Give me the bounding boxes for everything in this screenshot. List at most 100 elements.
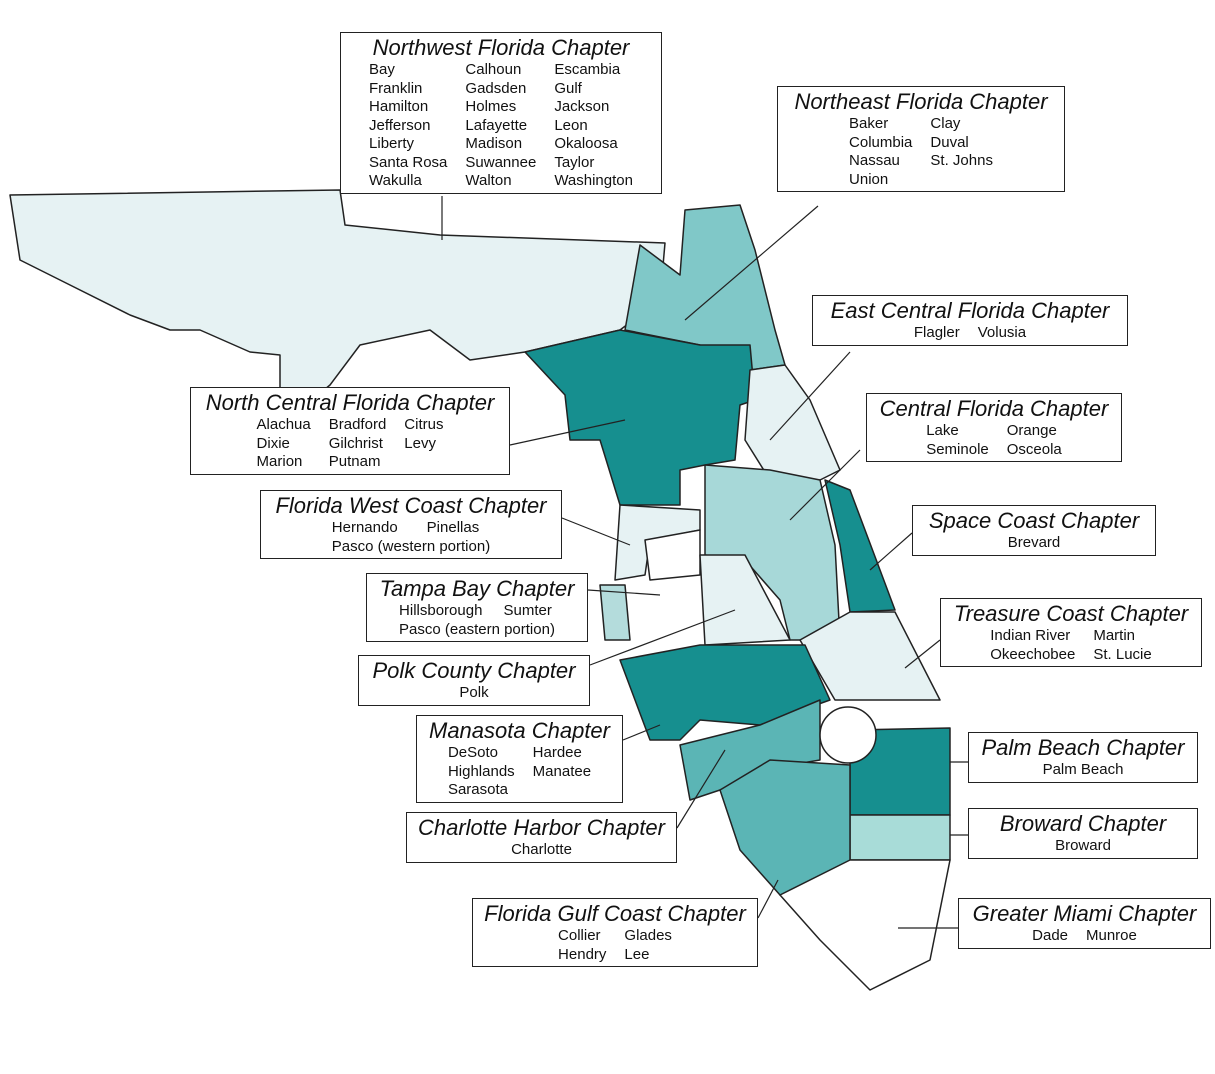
county-list: Lake Orange Seminole Osceola: [875, 422, 1113, 459]
chapter-title: Space Coast Chapter: [928, 508, 1140, 533]
county-list: Palm Beach: [977, 761, 1189, 780]
county-list: Hernando Pinellas Pasco (western portion): [269, 519, 553, 556]
chapter-title: North Central Florida Chapter: [205, 390, 495, 415]
leader-line: [869, 532, 913, 571]
chapter-title: Florida Gulf Coast Chapter: [484, 901, 746, 926]
county-name: Santa Rosa: [369, 153, 448, 171]
chapter-box: Charlotte Harbor Chapter Charlotte: [406, 812, 677, 863]
chapter-box: East Central Florida Chapter Flagler Volus…: [812, 295, 1128, 346]
chapter-title: Florida West Coast Chapter: [275, 493, 547, 518]
county-name: Jefferson: [369, 116, 431, 134]
chapter-box: Polk County Chapter Polk: [358, 655, 590, 706]
chapter-title: Polk County Chapter: [372, 658, 576, 683]
county-name: Putnam: [328, 453, 381, 470]
county-name: Pasco (eastern portion): [399, 620, 555, 638]
chapter-title: Treasure Coast Chapter: [953, 601, 1189, 626]
county-list: Charlotte: [415, 841, 668, 860]
county-name: Flagler: [913, 324, 960, 341]
county-name: Lafayette: [465, 116, 528, 134]
region-tampa-bay: [644, 529, 701, 581]
county-name: Clay: [930, 115, 961, 132]
county-list: Dade Munroe: [967, 927, 1202, 946]
county-name: St. Johns: [930, 152, 993, 169]
county-name: Liberty: [369, 135, 415, 152]
county-name: Volusia: [977, 324, 1027, 341]
county-name: Okeechobee: [990, 645, 1076, 663]
county-name: Palm Beach: [1042, 761, 1124, 778]
chapter-box: Tampa Bay Chapter Hillsborough Sumter Pasco…: [366, 573, 588, 642]
county-list: Hillsborough Sumter Pasco (eastern portion…: [375, 602, 579, 639]
county-name: Gilchrist: [328, 434, 383, 452]
chapter-title: Greater Miami Chapter: [972, 901, 1197, 926]
chapter-box: Northwest Florida Chapter Bay Calhoun Escam…: [340, 32, 662, 194]
chapter-box: Northeast Florida Chapter Baker Clay Columb…: [777, 86, 1065, 192]
county-name: Bay: [369, 61, 395, 78]
region-polk: [699, 554, 791, 646]
county-list: Broward: [977, 837, 1189, 856]
chapter-box: Broward Chapter Broward: [968, 808, 1198, 859]
county-name: Glades: [624, 927, 672, 944]
leader-line: [561, 517, 631, 546]
county-list: Flagler Volusia: [821, 324, 1119, 343]
county-list: Alachua Bradford Citrus Dixie Gilchrist Levy M…: [199, 416, 501, 472]
county-name: Hardee: [532, 744, 582, 761]
chapter-box: Treasure Coast Chapter Indian River Martin…: [940, 598, 1202, 667]
chapter-title: Northeast Florida Chapter: [794, 89, 1048, 114]
county-name: Levy: [404, 434, 436, 452]
county-name: Orange: [1006, 422, 1057, 439]
leader-line: [622, 724, 661, 741]
chapter-title: East Central Florida Chapter: [830, 298, 1110, 323]
county-name: Dade: [1032, 927, 1068, 944]
chapter-title: Tampa Bay Chapter: [379, 576, 575, 601]
county-name: Lee: [624, 945, 650, 963]
county-name: Martin: [1093, 627, 1136, 644]
region-pinellas: [599, 584, 631, 641]
leader-line: [587, 589, 661, 596]
county-name: Calhoun: [465, 61, 522, 78]
county-name: Alachua: [256, 416, 311, 433]
leader-line: [589, 609, 736, 666]
county-name: Walton: [465, 172, 512, 189]
county-name: Seminole: [926, 440, 989, 458]
county-name: Marion: [256, 453, 303, 470]
county-name: Leon: [554, 116, 588, 134]
leader-line: [757, 879, 779, 919]
county-name: Sarasota: [447, 781, 508, 798]
region-northwest: [9, 189, 666, 411]
county-name: Franklin: [369, 79, 423, 97]
county-list: Collier Glades Hendry Lee: [481, 927, 749, 964]
county-name: Hernando: [331, 519, 398, 536]
chapter-title: Manasota Chapter: [429, 718, 610, 743]
chapter-title: Northwest Florida Chapter: [372, 35, 630, 60]
county-name: Holmes: [465, 98, 517, 115]
county-name: Gadsden: [465, 79, 527, 97]
county-name: Columbia: [849, 133, 913, 151]
region-east-central: [744, 364, 841, 481]
chapter-box: Space Coast Chapter Brevard: [912, 505, 1156, 556]
lake-okeechobee: [819, 706, 877, 764]
county-name: Pinellas: [426, 519, 480, 536]
county-name: Osceola: [1006, 440, 1062, 458]
county-list: Brevard: [921, 534, 1147, 553]
county-name: Highlands: [447, 762, 515, 780]
leader-line: [684, 205, 819, 321]
county-name: Bradford: [328, 416, 387, 433]
county-name: Escambia: [554, 61, 621, 78]
county-name: Baker: [849, 115, 889, 132]
region-treasure-coast: [799, 611, 941, 701]
county-name: Madison: [465, 135, 523, 152]
chapter-title: Palm Beach Chapter: [981, 735, 1185, 760]
chapter-title: Charlotte Harbor Chapter: [417, 815, 665, 840]
county-list: Indian River Martin Okeechobee St. Lucie: [949, 627, 1193, 664]
county-name: Pasco (western portion): [331, 537, 491, 555]
county-name: Dixie: [256, 434, 290, 452]
county-name: Citrus: [404, 416, 444, 433]
county-list: DeSoto Hardee Highlands Manatee Sarasota: [425, 744, 614, 800]
county-name: Duval: [930, 133, 969, 151]
county-name: Broward: [1055, 837, 1111, 854]
county-name: Washington: [554, 172, 633, 189]
county-name: Okaloosa: [554, 135, 618, 152]
county-name: Sumter: [503, 602, 552, 619]
